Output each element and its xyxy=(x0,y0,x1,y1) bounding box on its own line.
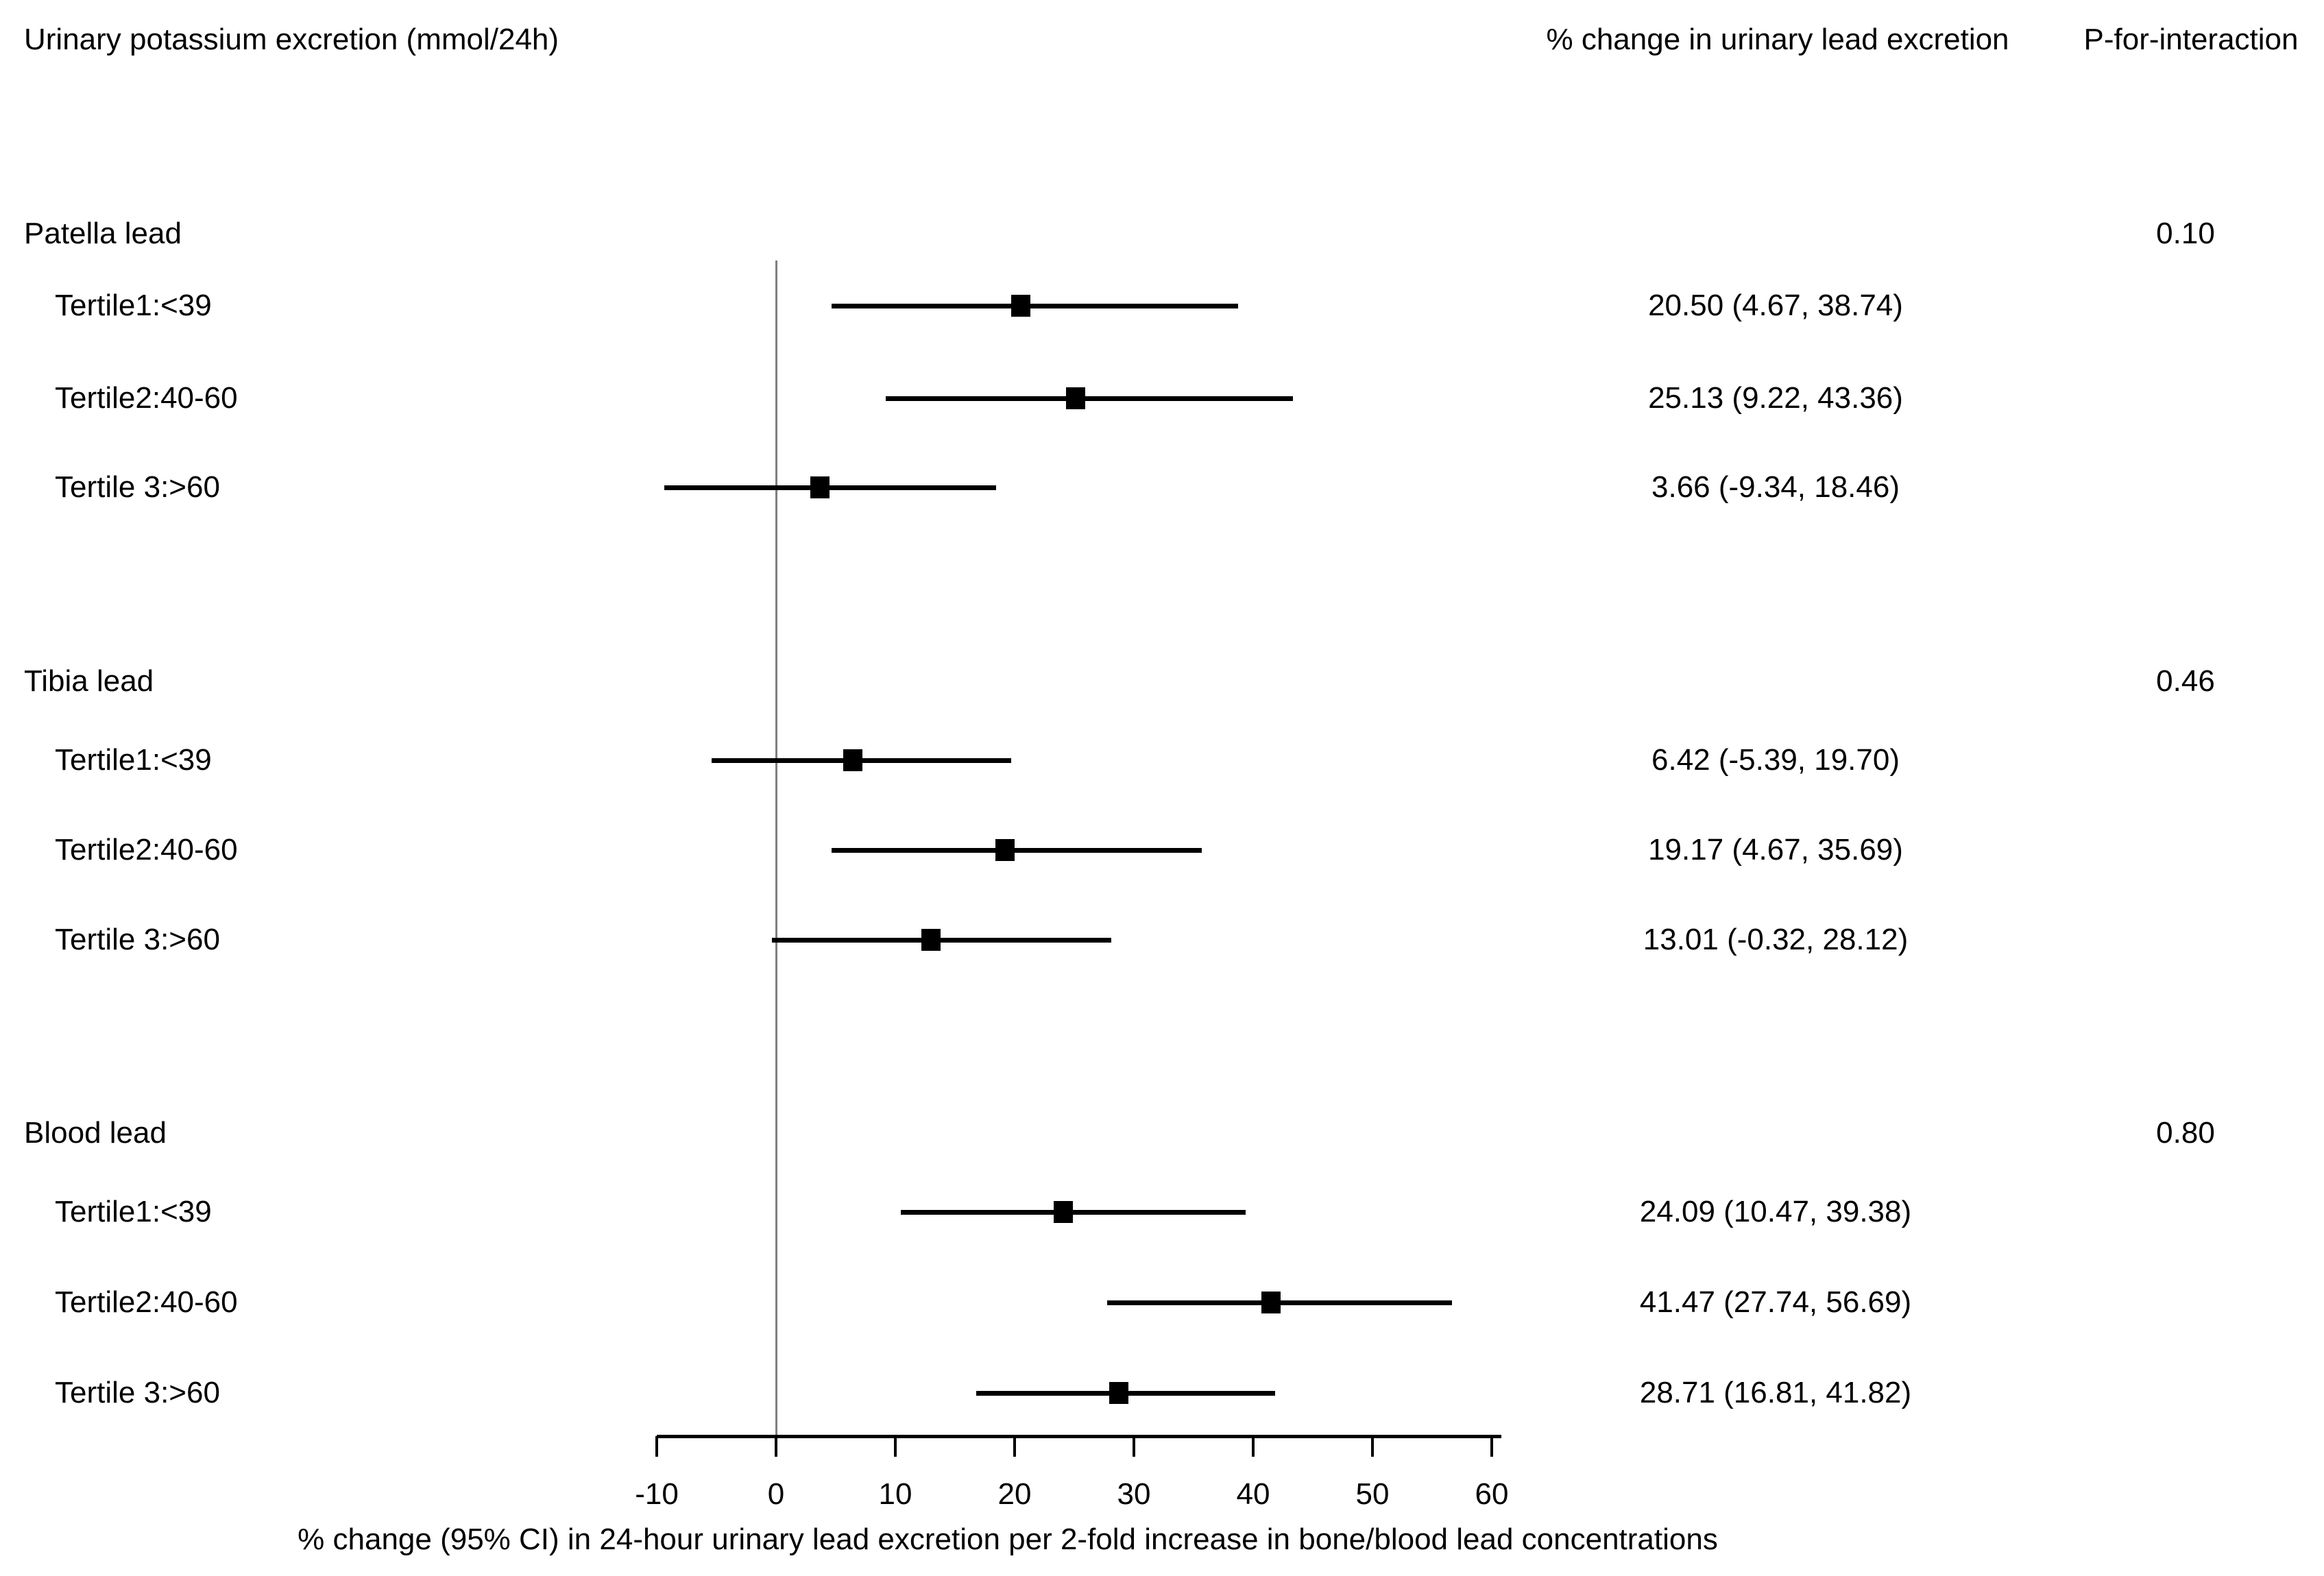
x-axis-tick-label: 20 xyxy=(997,1477,1032,1511)
x-axis-tick-label: 10 xyxy=(878,1477,912,1511)
x-axis-tick-label: 0 xyxy=(767,1477,785,1511)
x-axis-tick-label: 30 xyxy=(1117,1477,1151,1511)
x-axis-tick xyxy=(894,1436,897,1457)
column-header-percent-change: % change in urinary lead excretion xyxy=(1546,23,2009,56)
point-estimate-marker xyxy=(1054,1201,1074,1223)
confidence-interval-line xyxy=(832,847,1202,853)
estimate-ci-text: 28.71 (16.81, 41.82) xyxy=(1639,1376,1912,1409)
confidence-interval-line xyxy=(886,396,1294,401)
p-for-interaction-value: 0.10 xyxy=(2156,217,2215,250)
point-estimate-marker xyxy=(1109,1382,1128,1404)
estimate-ci-text: 6.42 (-5.39, 19.70) xyxy=(1651,743,1900,777)
zero-reference-line xyxy=(775,260,777,1436)
x-axis-tick xyxy=(1371,1436,1374,1457)
tertile-label: Tertile 3:>60 xyxy=(55,1376,220,1409)
tertile-label: Tertile1:<39 xyxy=(55,743,212,777)
confidence-interval-line xyxy=(664,485,997,490)
x-axis-tick-label: -10 xyxy=(635,1477,679,1511)
x-axis-tick xyxy=(655,1436,658,1457)
tertile-label: Tertile 3:>60 xyxy=(55,470,220,504)
column-header-p-for-interaction: P-for-interaction xyxy=(2083,23,2299,56)
x-axis-tick xyxy=(1013,1436,1016,1457)
tertile-label: Tertile2:40-60 xyxy=(55,381,238,415)
column-header-exposure: Urinary potassium excretion (mmol/24h) xyxy=(24,23,559,56)
tertile-label: Tertile 3:>60 xyxy=(55,923,220,956)
point-estimate-marker xyxy=(843,749,862,771)
point-estimate-marker xyxy=(921,929,941,951)
point-estimate-marker xyxy=(1261,1292,1281,1313)
estimate-ci-text: 13.01 (-0.32, 28.12) xyxy=(1643,923,1909,956)
section-label: Blood lead xyxy=(24,1116,167,1150)
point-estimate-marker xyxy=(995,839,1015,861)
section-label: Patella lead xyxy=(24,217,182,250)
x-axis-tick xyxy=(775,1436,777,1457)
point-estimate-marker xyxy=(810,476,830,498)
confidence-interval-line xyxy=(901,1209,1246,1215)
x-axis-caption: % change (95% CI) in 24-hour urinary lea… xyxy=(298,1523,1718,1556)
x-axis-tick xyxy=(1490,1436,1493,1457)
x-axis-tick-label: 50 xyxy=(1355,1477,1390,1511)
x-axis-tick-label: 60 xyxy=(1475,1477,1509,1511)
estimate-ci-text: 20.50 (4.67, 38.74) xyxy=(1648,289,1903,322)
tertile-label: Tertile2:40-60 xyxy=(55,833,238,866)
tertile-label: Tertile1:<39 xyxy=(55,289,212,322)
tertile-label: Tertile2:40-60 xyxy=(55,1285,238,1319)
x-axis-tick xyxy=(1252,1436,1255,1457)
section-label: Tibia lead xyxy=(24,664,154,698)
point-estimate-marker xyxy=(1066,387,1086,409)
confidence-interval-line xyxy=(832,303,1239,308)
estimate-ci-text: 19.17 (4.67, 35.69) xyxy=(1648,833,1903,866)
tertile-label: Tertile1:<39 xyxy=(55,1195,212,1228)
estimate-ci-text: 3.66 (-9.34, 18.46) xyxy=(1651,470,1900,504)
x-axis-tick xyxy=(1133,1436,1135,1457)
estimate-ci-text: 41.47 (27.74, 56.69) xyxy=(1639,1285,1912,1319)
confidence-interval-line xyxy=(772,937,1112,943)
p-for-interaction-value: 0.80 xyxy=(2156,1116,2215,1150)
estimate-ci-text: 24.09 (10.47, 39.38) xyxy=(1639,1195,1912,1228)
x-axis-tick-label: 40 xyxy=(1236,1477,1270,1511)
estimate-ci-text: 25.13 (9.22, 43.36) xyxy=(1648,381,1903,415)
p-for-interaction-value: 0.46 xyxy=(2156,664,2215,698)
point-estimate-marker xyxy=(1010,295,1030,317)
x-axis-line xyxy=(657,1435,1501,1438)
